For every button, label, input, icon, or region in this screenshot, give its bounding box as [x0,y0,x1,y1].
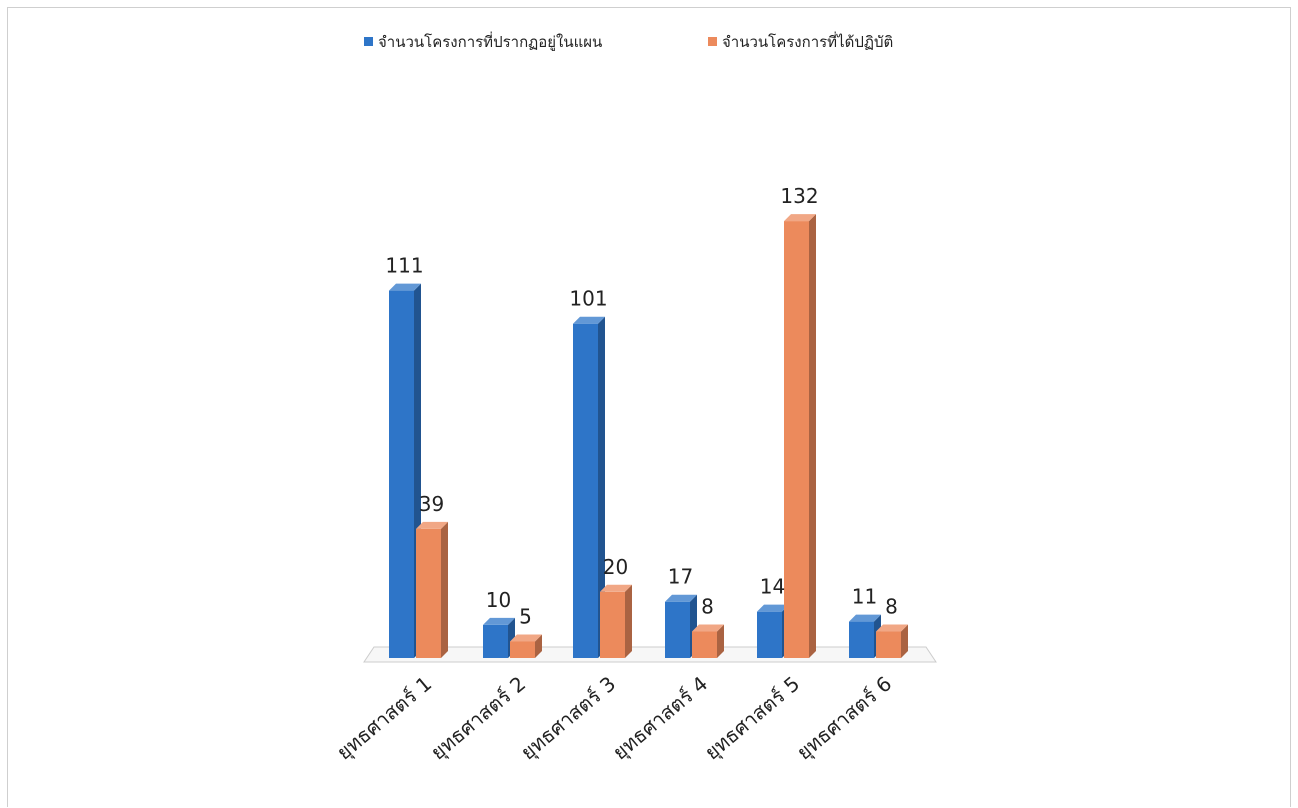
bar-s1-c2 [600,584,632,658]
chart-frame [7,7,1291,807]
value-label-s0-c5: 11 [852,585,877,609]
x-tick-label-2: ยุทธศาสตร์ 3 [516,671,621,765]
legend-label-1: จำนวนโครงการที่ได้ปฏิบัติ [722,31,893,51]
value-label-s1-c2: 20 [603,555,628,579]
bars-group [389,214,908,658]
value-label-s1-c5: 8 [885,595,898,619]
bar-s1-c4 [784,214,816,658]
value-label-s1-c4: 132 [780,184,818,208]
legend-swatch-0 [364,37,373,46]
value-label-s0-c1: 10 [486,588,511,612]
bar-s1-c3 [692,624,724,658]
bar-s0-c2 [573,316,605,658]
value-labels-group: 111 39 10 5 101 20 17 8 14 132 11 8 [385,184,897,628]
legend-label-0: จำนวนโครงการที่ปรากฏอยู่ในแผน [378,31,602,51]
bar-s1-c0 [416,521,448,658]
x-ticks-group: ยุทธศาสตร์ 1ยุทธศาสตร์ 2ยุทธศาสตร์ 3ยุทธ… [332,671,897,765]
value-label-s1-c0: 39 [419,492,444,516]
bar-s0-c1 [483,617,515,658]
bar-s1-c1 [510,634,542,658]
legend-swatch-1 [708,37,717,46]
x-tick-label-3: ยุทธศาสตร์ 4 [608,671,713,765]
legend: จำนวนโครงการที่ปรากฏอยู่ในแผน จำนวนโครงก… [364,31,893,51]
x-tick-label-1: ยุทธศาสตร์ 2 [426,671,531,765]
value-label-s1-c3: 8 [701,595,714,619]
value-label-s0-c3: 17 [668,565,693,589]
value-label-s0-c0: 111 [385,254,423,278]
value-label-s1-c1: 5 [519,604,532,628]
x-tick-label-0: ยุทธศาสตร์ 1 [332,671,437,765]
bar-s0-c5 [849,614,881,658]
x-tick-label-5: ยุทธศาสตร์ 6 [792,671,897,765]
value-label-s0-c4: 14 [760,575,785,599]
x-tick-label-4: ยุทธศาสตร์ 5 [700,671,805,765]
value-label-s0-c2: 101 [569,287,607,311]
bar-s1-c5 [876,624,908,658]
